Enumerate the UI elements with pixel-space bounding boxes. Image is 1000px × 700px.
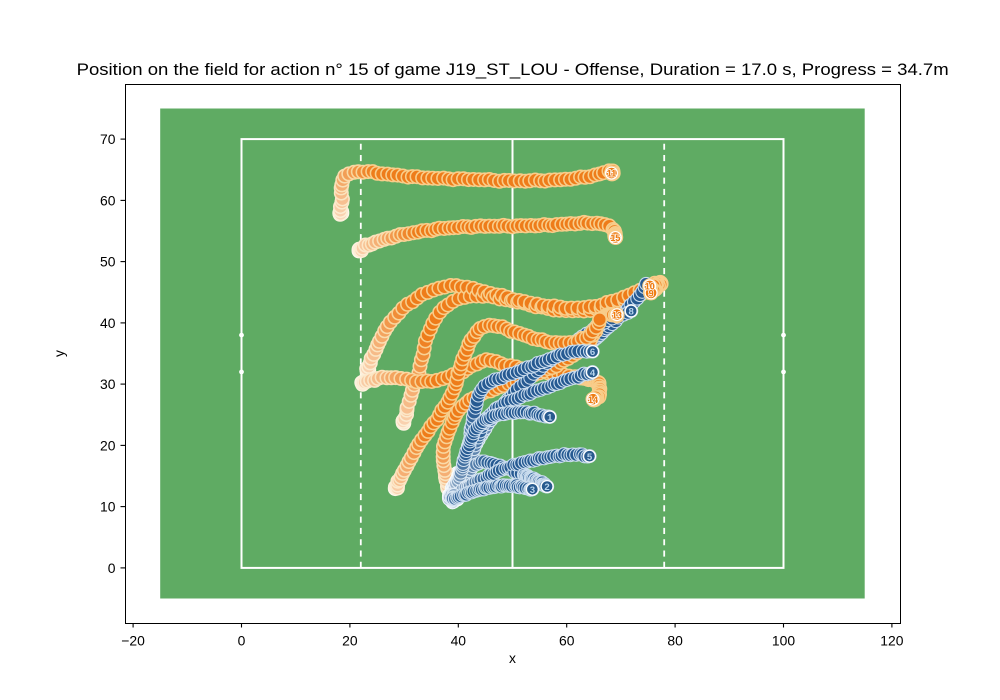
svg-text:15: 15 <box>610 233 620 243</box>
svg-text:70: 70 <box>100 131 116 147</box>
svg-text:−20: −20 <box>121 633 145 649</box>
svg-text:50: 50 <box>100 254 116 270</box>
svg-text:13: 13 <box>612 310 622 320</box>
svg-text:14: 14 <box>588 395 598 405</box>
svg-text:Position on the field for acti: Position on the field for action n° 15 o… <box>77 60 949 79</box>
svg-text:11: 11 <box>607 169 617 179</box>
svg-text:10: 10 <box>645 282 655 292</box>
svg-text:20: 20 <box>342 633 358 649</box>
svg-text:10: 10 <box>645 282 655 292</box>
svg-text:2: 2 <box>544 482 549 493</box>
svg-text:9: 9 <box>649 289 654 299</box>
svg-text:14: 14 <box>588 395 598 405</box>
svg-text:120: 120 <box>880 633 903 649</box>
svg-text:100: 100 <box>772 633 795 649</box>
svg-text:0: 0 <box>108 560 116 576</box>
svg-text:60: 60 <box>100 192 116 208</box>
svg-text:15: 15 <box>610 233 620 243</box>
svg-text:4: 4 <box>590 368 596 379</box>
svg-text:y: y <box>51 350 67 357</box>
svg-text:11: 11 <box>607 169 617 179</box>
svg-text:10: 10 <box>100 499 116 515</box>
svg-text:80: 80 <box>667 633 683 649</box>
svg-text:3: 3 <box>530 485 535 496</box>
svg-text:40: 40 <box>100 315 116 331</box>
svg-text:x: x <box>509 650 516 666</box>
svg-text:0: 0 <box>238 633 246 649</box>
svg-text:5: 5 <box>587 452 593 463</box>
svg-text:40: 40 <box>451 633 467 649</box>
svg-text:6: 6 <box>590 347 595 358</box>
svg-text:60: 60 <box>559 633 575 649</box>
svg-text:20: 20 <box>100 437 116 453</box>
svg-text:9: 9 <box>649 289 654 299</box>
svg-text:1: 1 <box>547 413 553 424</box>
svg-text:30: 30 <box>100 376 116 392</box>
svg-text:13: 13 <box>612 310 622 320</box>
svg-text:8: 8 <box>629 307 635 318</box>
